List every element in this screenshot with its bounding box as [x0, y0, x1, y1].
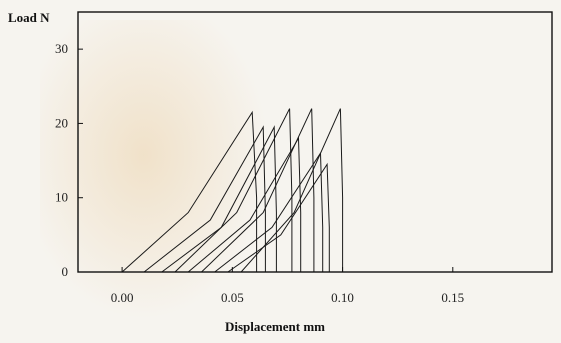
x-tick-label: 0.00: [111, 290, 134, 305]
plot-frame: [77, 11, 553, 273]
series-line-9: [240, 108, 344, 273]
y-tick-label: 20: [55, 115, 68, 130]
series-line-2: [143, 125, 266, 273]
y-axis: 0 10 20 30: [55, 41, 83, 279]
x-axis-label: Displacement mm: [225, 319, 325, 334]
x-tick-label: 0.10: [331, 290, 354, 305]
x-tick-label: 0.05: [221, 290, 244, 305]
series-line-6: [201, 108, 315, 273]
series-line-1: [121, 110, 258, 273]
series-group: [121, 108, 344, 273]
y-tick-label: 30: [55, 41, 68, 56]
series-line-7: [214, 151, 324, 273]
x-axis: 0.00 0.05 0.10 0.15: [111, 267, 464, 305]
y-tick-label: 10: [55, 190, 68, 205]
y-axis-label: Load N: [8, 10, 50, 25]
series-line-5: [187, 136, 302, 273]
x-tick-label: 0.15: [441, 290, 464, 305]
series-line-4: [174, 108, 293, 273]
y-tick-label: 0: [62, 264, 69, 279]
